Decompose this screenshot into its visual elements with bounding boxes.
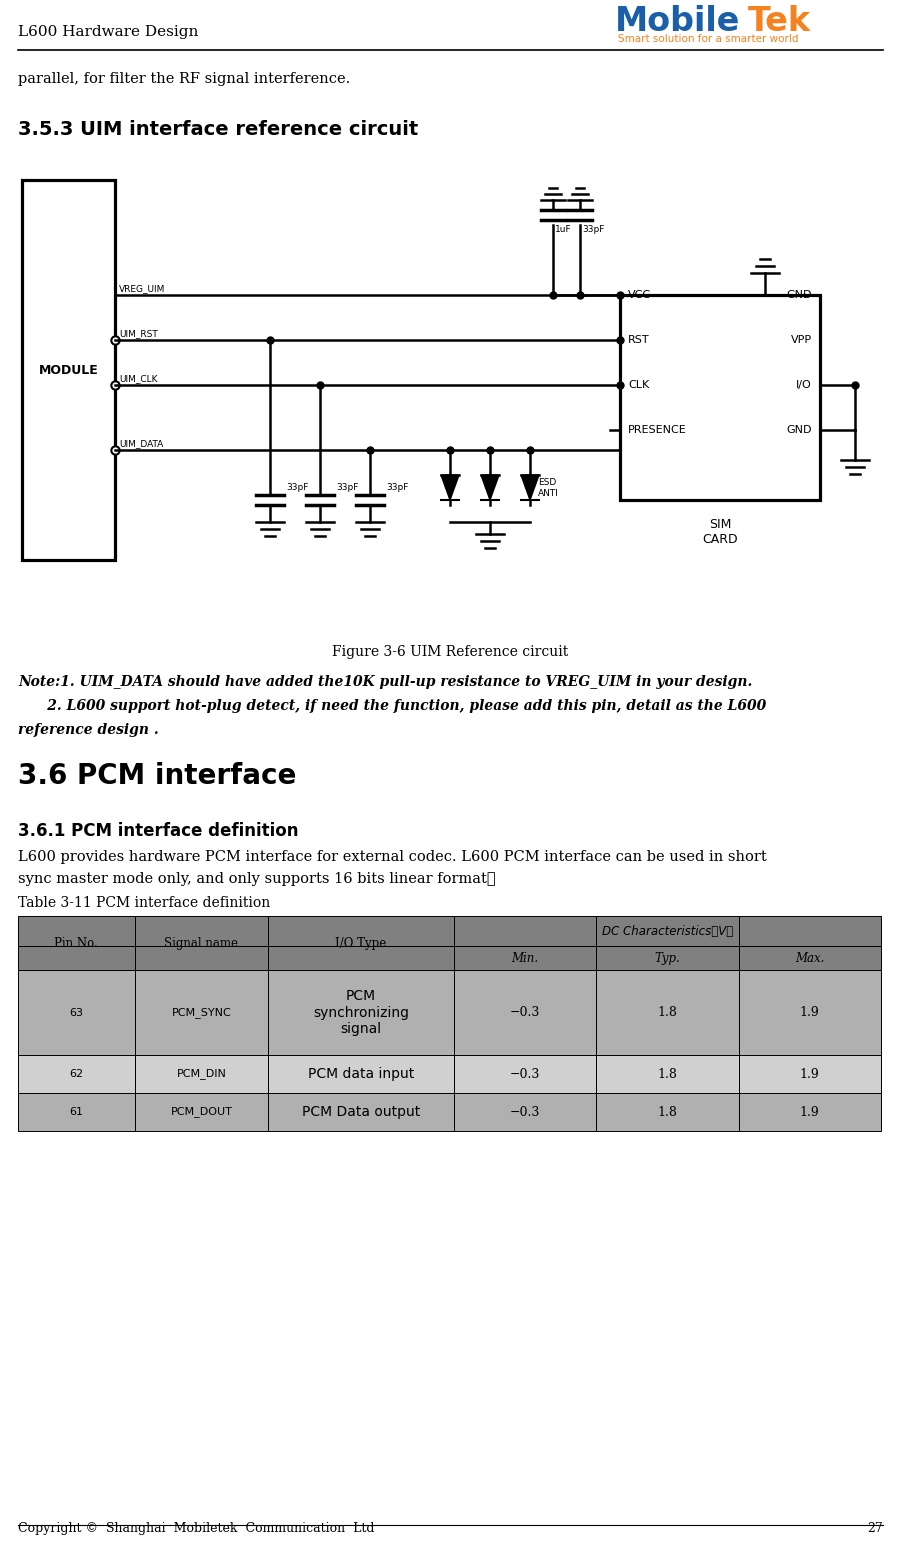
Text: 61: 61 [69,1106,83,1117]
Text: Signal name: Signal name [164,937,239,949]
Bar [739,946,881,969]
Bar [268,915,454,946]
Bar [454,969,596,1056]
Text: −0.3: −0.3 [510,1105,541,1119]
Polygon shape [481,475,499,499]
Text: PCM Data output: PCM Data output [302,1105,420,1119]
Text: Max.: Max. [795,951,824,965]
Text: 3.5.3 UIM interface reference circuit: 3.5.3 UIM interface reference circuit [18,120,418,139]
Text: 1.8: 1.8 [658,1105,678,1119]
Text: 63: 63 [69,1008,83,1017]
Text: sync master mode only, and only supports 16 bits linear format：: sync master mode only, and only supports… [18,872,496,886]
Text: L600 Hardware Design: L600 Hardware Design [18,25,198,39]
Text: 1uF: 1uF [555,225,571,234]
Bar [18,1093,134,1131]
Text: 1.9: 1.9 [800,1105,820,1119]
Bar [134,1093,268,1131]
Bar [454,1093,596,1131]
Text: 3.6 PCM interface: 3.6 PCM interface [18,761,296,791]
Bar [454,1056,596,1093]
Text: 1.9: 1.9 [800,1068,820,1080]
Text: PCM_DIN: PCM_DIN [177,1068,226,1079]
Text: 2. L600 support hot-plug detect, if need the function, please add this pin, deta: 2. L600 support hot-plug detect, if need… [18,700,766,713]
Text: Typ.: Typ. [654,951,680,965]
Text: I/O: I/O [796,381,812,390]
Bar [620,294,820,499]
Bar [268,946,454,969]
Polygon shape [441,475,459,499]
Bar [739,915,881,946]
Bar [739,1056,881,1093]
Text: 1.9: 1.9 [800,1006,820,1019]
Text: VREG_UIM: VREG_UIM [119,284,166,293]
Text: RST: RST [628,334,650,345]
Bar [596,969,739,1056]
Bar [134,969,268,1056]
Text: Table 3-11 PCM interface definition: Table 3-11 PCM interface definition [18,895,270,911]
Bar [18,969,134,1056]
Bar [18,946,134,969]
Bar [596,1056,739,1093]
Text: Min.: Min. [512,951,539,965]
Text: Tek: Tek [748,5,811,39]
Bar [134,1056,268,1093]
Text: MODULE: MODULE [39,364,98,376]
Text: SIM
CARD: SIM CARD [702,518,738,546]
Bar [596,946,739,969]
Text: Note:1. UIM_DATA should have added the10K pull-up resistance to VREG_UIM in your: Note:1. UIM_DATA should have added the10… [18,675,752,689]
Text: PCM
synchronizing
signal: PCM synchronizing signal [313,989,409,1036]
Bar [134,915,268,946]
Bar [739,969,881,1056]
Bar [22,180,115,559]
Text: −0.3: −0.3 [510,1006,541,1019]
Text: PCM_SYNC: PCM_SYNC [171,1008,232,1019]
Text: 1.8: 1.8 [658,1068,678,1080]
Text: reference design .: reference design . [18,723,159,737]
Bar [454,915,596,946]
Bar [268,969,454,1056]
Text: 3.6.1 PCM interface definition: 3.6.1 PCM interface definition [18,821,298,840]
Text: PCM data input: PCM data input [308,1066,414,1080]
Bar [18,915,134,946]
Bar [739,1093,881,1131]
Bar [268,1093,454,1131]
Text: VPP: VPP [791,334,812,345]
Bar [596,915,739,946]
Text: Copyright ©  Shanghai  Mobiletek  Communication  Ltd: Copyright © Shanghai Mobiletek Communica… [18,1523,375,1535]
Text: 33pF: 33pF [386,482,408,492]
Bar [268,1056,454,1093]
Text: I/O Type: I/O Type [335,937,387,949]
Text: Figure 3-6 UIM Reference circuit: Figure 3-6 UIM Reference circuit [332,646,569,660]
Bar [596,1093,739,1131]
Text: UIM_CLK: UIM_CLK [119,374,158,384]
Text: 1.8: 1.8 [658,1006,678,1019]
Text: Smart solution for a smarter world: Smart solution for a smarter world [618,34,798,45]
Text: GND: GND [787,425,812,435]
Text: VCC: VCC [628,290,651,300]
Text: UIM_DATA: UIM_DATA [119,439,163,448]
Text: 33pF: 33pF [336,482,359,492]
Bar [454,946,596,969]
Text: PRESENCE: PRESENCE [628,425,687,435]
Text: DC Characteristics（V）: DC Characteristics（V） [602,925,733,937]
Text: 33pF: 33pF [582,225,605,234]
Text: parallel, for filter the RF signal interference.: parallel, for filter the RF signal inter… [18,72,350,86]
Text: Pin No.: Pin No. [54,937,98,949]
Text: 62: 62 [69,1069,83,1079]
Text: −0.3: −0.3 [510,1068,541,1080]
Text: UIM_RST: UIM_RST [119,328,158,337]
Text: 27: 27 [868,1523,883,1535]
Text: CLK: CLK [628,381,650,390]
Text: Mobile: Mobile [615,5,741,39]
Text: L600 provides hardware PCM interface for external codec. L600 PCM interface can : L600 provides hardware PCM interface for… [18,851,767,865]
Text: 33pF: 33pF [286,482,308,492]
Text: GND: GND [787,290,812,300]
Polygon shape [521,475,539,499]
Bar [18,1056,134,1093]
Bar [134,946,268,969]
Text: PCM_DOUT: PCM_DOUT [170,1106,232,1117]
Text: ESD
ANTI: ESD ANTI [538,478,559,498]
